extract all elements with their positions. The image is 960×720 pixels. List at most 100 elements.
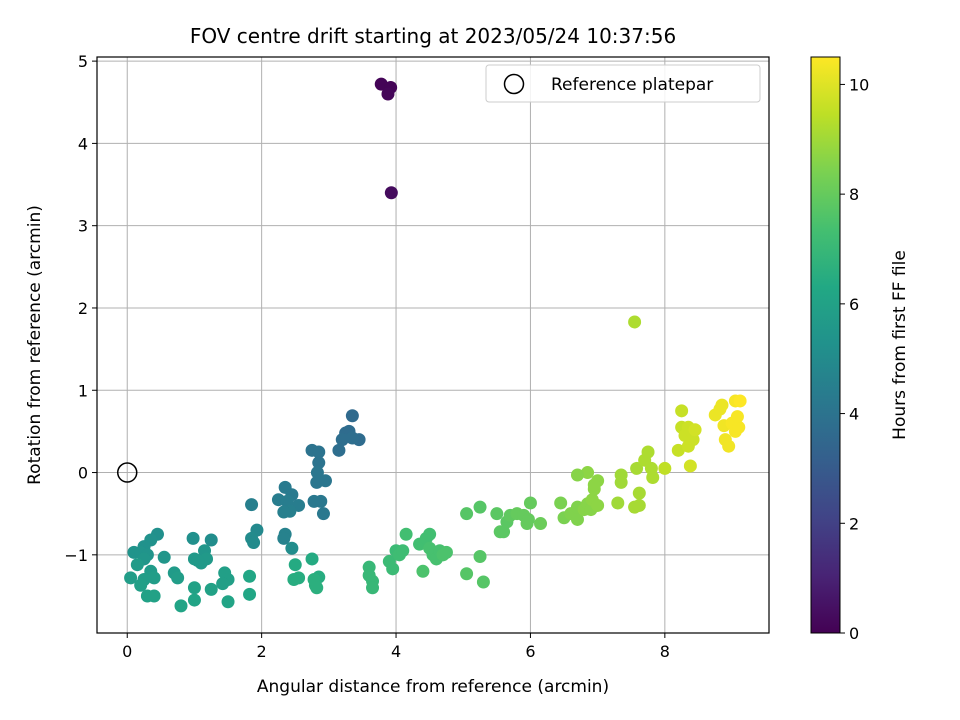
data-point bbox=[715, 398, 729, 412]
data-point bbox=[171, 571, 185, 585]
data-point bbox=[312, 445, 326, 459]
data-point bbox=[416, 564, 430, 578]
data-point bbox=[187, 593, 201, 607]
data-point bbox=[386, 562, 400, 576]
data-point bbox=[473, 500, 487, 514]
legend-label: Reference platepar bbox=[551, 75, 713, 95]
y-tick-label: 0 bbox=[78, 464, 88, 483]
data-point bbox=[591, 498, 605, 512]
data-point bbox=[521, 512, 535, 526]
data-point bbox=[204, 533, 218, 547]
data-point bbox=[490, 507, 504, 521]
y-tick-label: 3 bbox=[78, 217, 88, 236]
data-point bbox=[147, 589, 161, 603]
data-point bbox=[147, 571, 161, 585]
data-point bbox=[332, 443, 346, 457]
data-point bbox=[124, 571, 138, 585]
data-point bbox=[277, 531, 291, 545]
data-point bbox=[688, 423, 702, 437]
data-point bbox=[366, 581, 380, 595]
y-tick-label: 4 bbox=[78, 134, 88, 153]
data-point bbox=[277, 505, 291, 519]
data-point bbox=[671, 443, 685, 457]
data-point bbox=[570, 468, 584, 482]
data-point bbox=[314, 494, 328, 508]
colorbar: 0 2 4 6 8 10 Hours from first FF file bbox=[810, 56, 910, 643]
data-point bbox=[318, 474, 332, 488]
data-point bbox=[614, 475, 628, 489]
x-axis-ticks: 0 2 4 6 8 bbox=[122, 633, 670, 661]
data-point bbox=[632, 498, 646, 512]
x-tick-label: 2 bbox=[257, 642, 267, 661]
x-axis-label: Angular distance from reference (arcmin) bbox=[257, 677, 609, 697]
data-point bbox=[280, 494, 294, 508]
data-point bbox=[399, 527, 413, 541]
data-point bbox=[345, 431, 359, 445]
data-point bbox=[288, 558, 302, 572]
legend-box bbox=[485, 64, 761, 103]
data-point bbox=[384, 186, 398, 200]
data-point bbox=[345, 409, 359, 423]
y-tick-label: 5 bbox=[78, 52, 88, 71]
y-axis-label: Rotation from reference (arcmin) bbox=[25, 205, 45, 485]
y-tick-label: 1 bbox=[78, 381, 88, 400]
data-point bbox=[476, 575, 490, 589]
data-point bbox=[247, 535, 261, 549]
x-tick-label: 4 bbox=[391, 642, 401, 661]
data-point bbox=[675, 404, 689, 418]
plot-frame bbox=[96, 56, 770, 634]
data-point bbox=[312, 456, 326, 470]
data-points bbox=[124, 77, 747, 613]
data-point bbox=[245, 498, 259, 512]
colorbar-gradient bbox=[810, 56, 841, 634]
data-point bbox=[305, 552, 319, 566]
data-point bbox=[285, 541, 299, 555]
x-tick-label: 6 bbox=[525, 642, 535, 661]
colorbar-tick-label: 0 bbox=[849, 624, 859, 643]
data-point bbox=[646, 470, 660, 484]
data-point bbox=[381, 87, 395, 101]
colorbar-tick-label: 2 bbox=[849, 514, 859, 533]
data-point bbox=[460, 567, 474, 581]
data-point bbox=[423, 527, 437, 541]
data-point bbox=[174, 599, 188, 613]
data-point bbox=[216, 577, 230, 591]
data-point bbox=[310, 581, 324, 595]
data-point bbox=[733, 394, 747, 408]
colorbar-tick-label: 10 bbox=[849, 75, 869, 94]
x-tick-label: 0 bbox=[122, 642, 132, 661]
data-point bbox=[523, 496, 537, 510]
data-point bbox=[204, 582, 218, 596]
data-point bbox=[686, 433, 700, 447]
data-point bbox=[534, 517, 548, 531]
data-point bbox=[632, 486, 646, 500]
data-point bbox=[730, 410, 744, 424]
data-point bbox=[316, 507, 330, 521]
data-point bbox=[570, 512, 584, 526]
data-point bbox=[287, 573, 301, 587]
legend-marker-icon bbox=[503, 73, 525, 95]
data-point bbox=[396, 544, 410, 558]
data-point bbox=[630, 461, 644, 475]
y-axis-ticks: −1 0 1 2 3 4 5 bbox=[64, 52, 97, 565]
colorbar-ticks: 0 2 4 6 8 10 bbox=[840, 75, 869, 643]
data-point bbox=[157, 550, 171, 564]
colorbar-tick-label: 6 bbox=[849, 295, 859, 314]
chart-title: FOV centre drift starting at 2023/05/24 … bbox=[190, 24, 676, 48]
data-point bbox=[221, 595, 235, 609]
colorbar-label: Hours from first FF file bbox=[890, 250, 910, 440]
legend: Reference platepar bbox=[485, 64, 761, 103]
data-point bbox=[581, 466, 595, 480]
data-point bbox=[191, 554, 205, 568]
data-point bbox=[628, 315, 642, 329]
colorbar-tick-label: 8 bbox=[849, 185, 859, 204]
data-point bbox=[473, 549, 487, 563]
data-point bbox=[187, 581, 201, 595]
data-point bbox=[554, 496, 568, 510]
data-point bbox=[134, 578, 148, 592]
y-tick-label: 2 bbox=[78, 299, 88, 318]
data-point bbox=[130, 558, 144, 572]
data-point bbox=[439, 545, 453, 559]
reference-platepar-marker bbox=[116, 462, 138, 483]
